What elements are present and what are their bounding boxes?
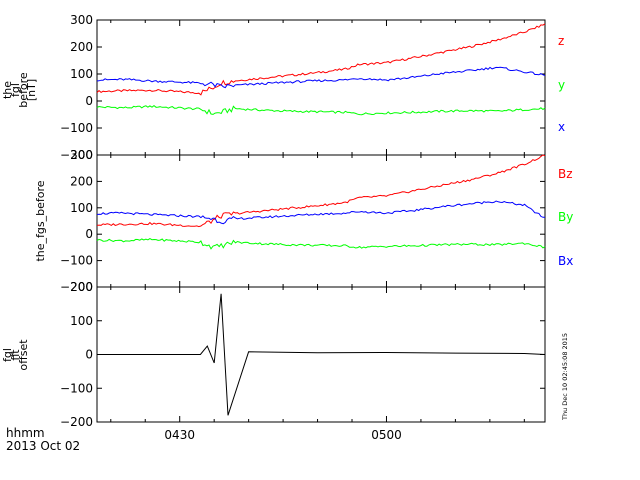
panel-fgl-before-series-z <box>96 23 546 96</box>
panel-fit-offset-ylabel-2: offset <box>17 339 30 371</box>
legend-bz: Bz <box>558 167 573 181</box>
panel-fgl-before-ylabel-2: before <box>17 72 30 108</box>
panel-fgs-before-frame <box>96 154 546 288</box>
panel-fit-offset-ytick-label-4: 200 <box>70 280 93 294</box>
panel-fgl-before-ylabel-1: fgl <box>9 83 22 97</box>
x-axis-date-label: 2013 Oct 02 <box>6 439 80 453</box>
x-axis-time-label: hhmm <box>6 426 45 440</box>
plot-timestamp: Thu Dec 10 02:45:08 2015 <box>561 333 569 421</box>
xtick-label-0: 0430 <box>164 428 195 442</box>
panel-fgs-before-marks: −200 −100 0 100 200 300 <box>60 148 546 294</box>
panel-fit-offset-ylabel-1: fit <box>9 349 22 361</box>
legend-y: y <box>558 78 565 92</box>
panel-fgl-before-series-x <box>96 66 546 89</box>
panel-fgl-before-ytick-label-2: 0 <box>85 94 93 108</box>
panel-fit-offset-marks: −200 −100 0 100 200 0430 0500 <box>60 280 546 442</box>
panel-fgs-before-ytick-label-5: 300 <box>70 148 93 162</box>
panel-fgl-before-ytick-label-3: 100 <box>70 67 93 81</box>
xtick-label-1: 0500 <box>371 428 402 442</box>
panel-fit-offset-ytick-label-0: −200 <box>60 415 93 429</box>
legend-z: z <box>558 34 564 48</box>
legend-by: By <box>558 210 573 224</box>
legend-x: x <box>558 120 565 134</box>
panel-fgl-before-series-y <box>96 104 546 116</box>
panel-fit-offset-ylabel-0: fgl <box>1 348 14 362</box>
panel-fgl-before-ytick-label-1: −100 <box>60 121 93 135</box>
panel-fgl-before-frame <box>96 19 546 156</box>
panel-fgl-before: −200 −100 0 100 200 300 the fgl before [nT] z… <box>1 13 565 162</box>
panel-fit-offset-ytick-label-3: 100 <box>70 314 93 328</box>
panel-fgl-before-ytick-label-0: −200 <box>60 148 93 162</box>
panel-fgs-before-series-by <box>96 238 546 250</box>
panel-fgl-before-marks: −200 −100 0 100 200 300 <box>60 13 546 162</box>
legend-bx: Bx <box>558 254 573 268</box>
panel-fgl-before-ylabel-0: the <box>1 81 14 99</box>
panel-fgs-before-ytick-label-0: −200 <box>60 280 93 294</box>
panel-fgl-before-ytick-label-4: 200 <box>70 40 93 54</box>
panel-fgl-before-ytick-label-5: 300 <box>70 13 93 27</box>
panel-fit-offset-series-offset <box>97 293 546 416</box>
panel-fgs-before-series-bx <box>96 200 545 225</box>
panel-fit-offset: −200 −100 0 100 200 0430 0500 fgl fit offset <box>1 280 546 442</box>
panel-fgs-before-ytick-label-4: 200 <box>70 174 93 188</box>
panel-fgl-before-ylabel-3: [nT] <box>25 79 38 101</box>
panel-fgs-before-ylabel-0: the_fgs_before <box>34 180 47 261</box>
panel-fit-offset-ytick-label-1: −100 <box>60 381 93 395</box>
panel-fgs-before-ytick-label-1: −100 <box>60 254 93 268</box>
panel-fgs-before-ytick-label-3: 100 <box>70 201 93 215</box>
panel-fit-offset-ytick-label-2: 0 <box>85 348 93 362</box>
panel-fgs-before-series-bz <box>96 154 546 228</box>
panel-fgs-before-ytick-label-2: 0 <box>85 227 93 241</box>
